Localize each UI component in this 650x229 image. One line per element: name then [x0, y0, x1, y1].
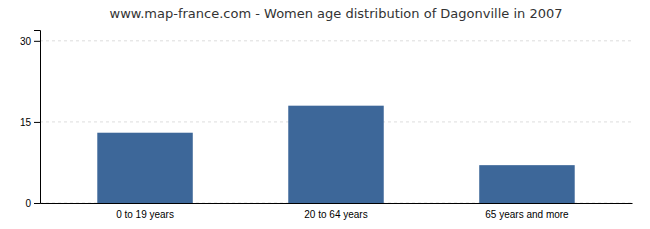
chart: 0 15 30 0 to 19 years 20 to 64 years 65 years… — [0, 0, 650, 229]
grid-line — [40, 40, 632, 41]
y-axis-line — [34, 31, 41, 204]
y-tick: 0 — [25, 198, 40, 209]
bar — [479, 165, 574, 203]
y-axis: 0 15 30 — [20, 31, 41, 209]
y-tick-mark — [34, 41, 40, 42]
y-tick-label: 30 — [20, 36, 32, 47]
x-tick: 20 to 64 years — [304, 209, 367, 220]
bars — [97, 106, 574, 203]
y-tick: 30 — [20, 36, 40, 47]
x-tick-label: 0 to 19 years — [116, 209, 174, 220]
y-tick-label: 0 — [25, 198, 31, 209]
y-tick-label: 15 — [20, 117, 32, 128]
y-tick-mark — [34, 122, 40, 123]
y-tick: 15 — [20, 117, 40, 128]
x-tick: 0 to 19 years — [116, 209, 174, 220]
x-tick: 65 years and more — [485, 209, 569, 220]
title: www.map-france.com - Women age distribut… — [110, 6, 563, 21]
x-axis-line — [41, 203, 633, 204]
grid — [40, 41, 632, 203]
bar — [288, 106, 383, 203]
x-axis: 0 to 19 years 20 to 64 years 65 years and … — [41, 204, 633, 221]
x-tick-label: 65 years and more — [485, 209, 569, 220]
y-tick-mark — [34, 203, 40, 204]
bar — [97, 133, 192, 203]
plot: 0 15 30 0 to 19 years 20 to 64 years 65 years… — [20, 31, 633, 221]
x-tick-label: 20 to 64 years — [304, 209, 367, 220]
